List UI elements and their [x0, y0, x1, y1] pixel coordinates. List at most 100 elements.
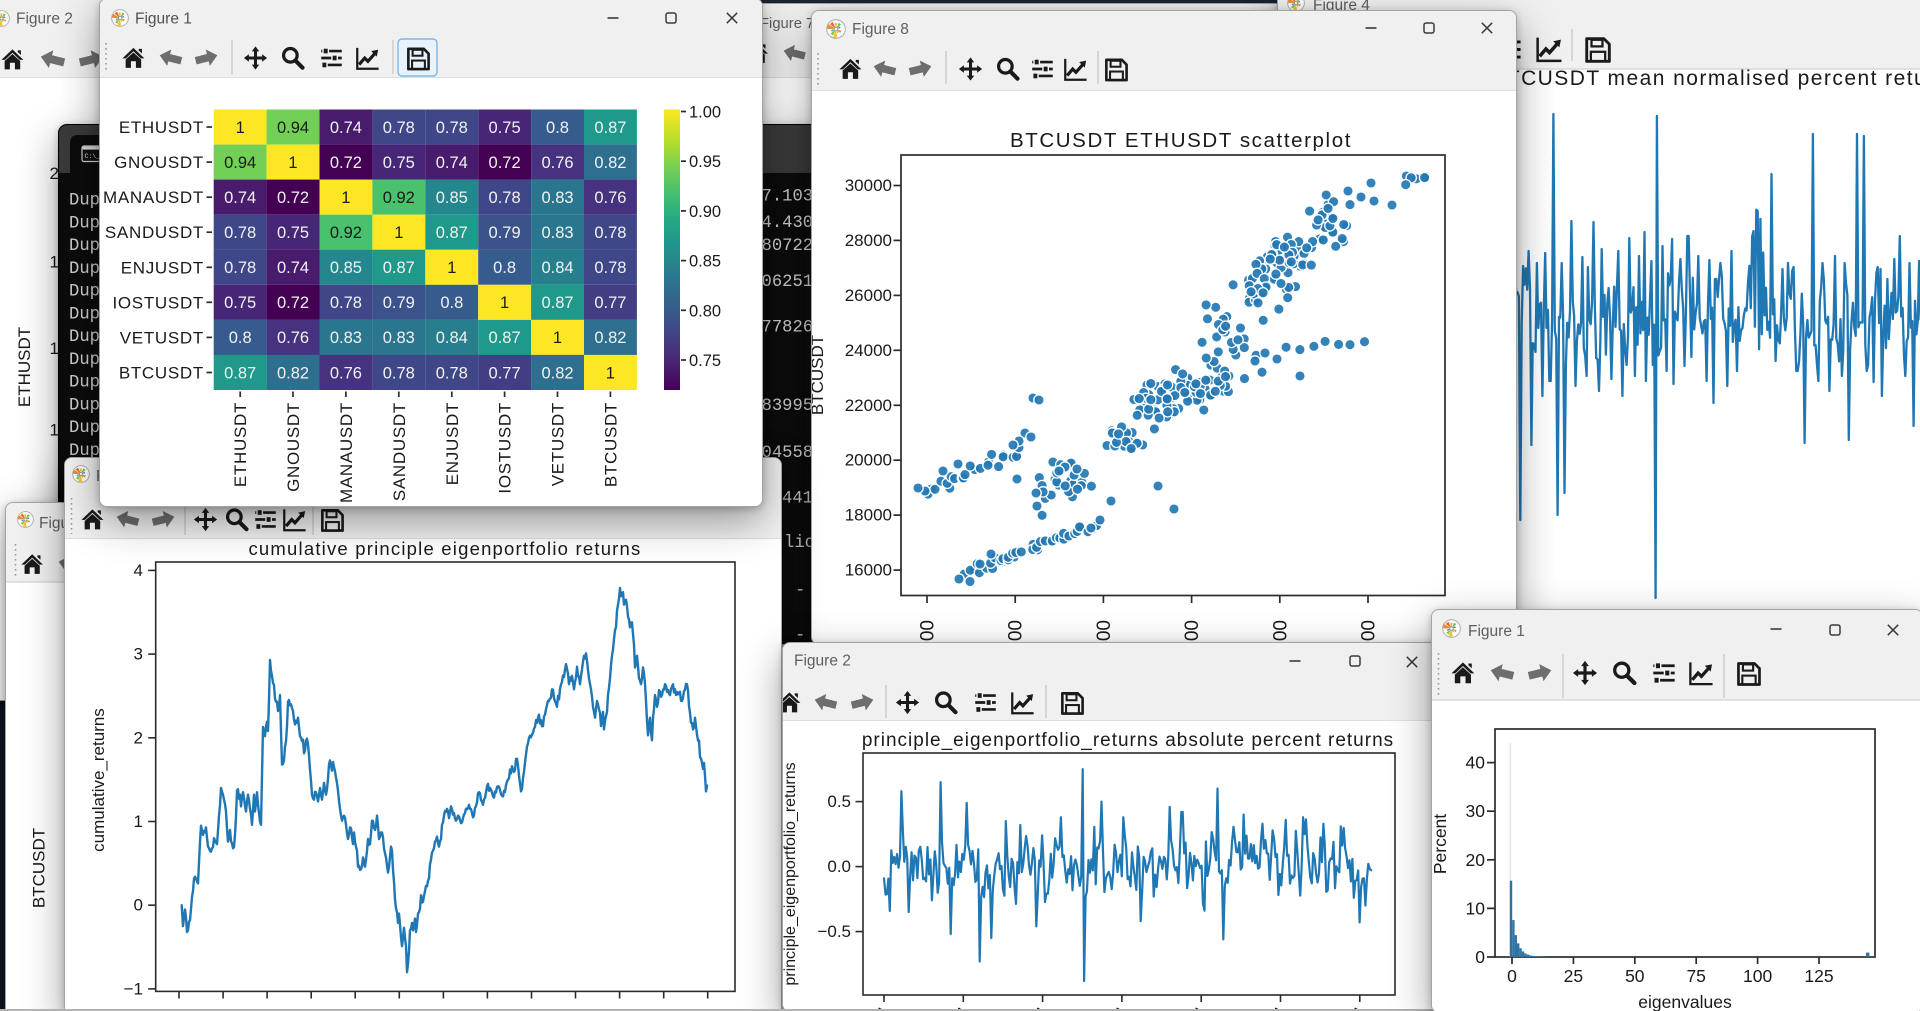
svg-text:Figure 7: Figure 7	[760, 16, 814, 32]
svg-text:2: 2	[134, 728, 143, 747]
svg-text:BTCUSDT mean normalised percen: BTCUSDT mean normalised percent returns	[1491, 67, 1920, 90]
svg-text:1000: 1000	[918, 620, 939, 645]
svg-text:0.82: 0.82	[594, 154, 626, 172]
svg-text:0.76: 0.76	[277, 329, 309, 347]
svg-text:1: 1	[288, 154, 297, 172]
svg-text:1: 1	[394, 224, 403, 242]
svg-text:VETUSDT: VETUSDT	[120, 328, 204, 347]
svg-text:0.72: 0.72	[489, 154, 521, 172]
svg-text:1: 1	[236, 119, 245, 137]
svg-text:0.75: 0.75	[277, 224, 309, 242]
svg-text:0.8: 0.8	[493, 259, 516, 277]
svg-text:0.92: 0.92	[330, 224, 362, 242]
svg-text:0.87: 0.87	[224, 364, 256, 382]
svg-text:0.5: 0.5	[827, 792, 851, 811]
svg-text:GNOUSDT: GNOUSDT	[284, 402, 303, 492]
svg-text:0.94: 0.94	[277, 119, 309, 137]
svg-text:1200: 1200	[1006, 620, 1027, 645]
svg-text:06251: 06251	[762, 273, 814, 292]
svg-text:0.74: 0.74	[277, 259, 309, 277]
svg-text:cumulative principle eigenport: cumulative principle eigenportfolio retu…	[248, 538, 641, 559]
svg-text:1.00: 1.00	[689, 104, 721, 122]
svg-text:83995: 83995	[762, 397, 814, 416]
svg-text:0.8: 0.8	[229, 329, 252, 347]
svg-text:22000: 22000	[845, 396, 892, 415]
svg-text:0.77: 0.77	[489, 364, 521, 382]
svg-text:Figure 1: Figure 1	[135, 11, 192, 28]
svg-text:0.84: 0.84	[436, 329, 468, 347]
svg-text:1: 1	[447, 259, 456, 277]
svg-text:ENJUSDT: ENJUSDT	[443, 402, 462, 485]
svg-text:MANAUSDT: MANAUSDT	[337, 402, 356, 503]
svg-text:0.82: 0.82	[594, 329, 626, 347]
svg-text:Figure 1: Figure 1	[1468, 623, 1525, 640]
svg-text:0.77: 0.77	[594, 294, 626, 312]
svg-text:1: 1	[50, 339, 59, 358]
svg-text:2: 2	[50, 164, 59, 183]
svg-text:0.87: 0.87	[541, 294, 573, 312]
svg-text:0.78: 0.78	[383, 119, 415, 137]
svg-text:ETHUSDT: ETHUSDT	[15, 327, 34, 407]
svg-text:0.87: 0.87	[383, 259, 415, 277]
svg-text:0.82: 0.82	[277, 364, 309, 382]
svg-text:0.78: 0.78	[436, 364, 468, 382]
svg-text:1: 1	[134, 812, 143, 831]
svg-text:VETUSDT: VETUSDT	[549, 402, 568, 486]
svg-text:C:\_: C:\_	[85, 153, 101, 160]
svg-text:Figure 2: Figure 2	[16, 11, 73, 28]
svg-text:441: 441	[782, 490, 813, 509]
svg-text:0.79: 0.79	[383, 294, 415, 312]
svg-text:0.92: 0.92	[383, 189, 415, 207]
svg-text:0.79: 0.79	[489, 224, 521, 242]
svg-text:0.94: 0.94	[224, 154, 256, 172]
svg-text:0.83: 0.83	[330, 329, 362, 347]
svg-text:18000: 18000	[845, 506, 892, 525]
svg-text:0.85: 0.85	[436, 189, 468, 207]
svg-text:0: 0	[1475, 947, 1485, 967]
svg-text:100: 100	[1743, 966, 1772, 986]
svg-text:1: 1	[341, 189, 350, 207]
svg-text:MANAUSDT: MANAUSDT	[103, 188, 204, 207]
svg-text:0.87: 0.87	[594, 119, 626, 137]
svg-text:principle_eigenportfolio_retur: principle_eigenportfolio_returns absolut…	[862, 730, 1394, 751]
svg-text:0.72: 0.72	[277, 189, 309, 207]
svg-text:−0.5: −0.5	[817, 922, 851, 941]
svg-text:30: 30	[1466, 801, 1486, 821]
svg-text:ETHUSDT: ETHUSDT	[119, 118, 204, 137]
svg-text:16000: 16000	[845, 561, 892, 580]
svg-text:Figure 8: Figure 8	[852, 21, 909, 38]
svg-text:Figure 2: Figure 2	[794, 653, 851, 670]
svg-text:0.78: 0.78	[436, 119, 468, 137]
svg-text:3: 3	[134, 645, 143, 664]
svg-text:0.95: 0.95	[689, 153, 721, 171]
svg-text:26000: 26000	[845, 286, 892, 305]
svg-text:IOSTUSDT: IOSTUSDT	[496, 402, 515, 494]
svg-text:75: 75	[1686, 966, 1705, 986]
svg-text:4: 4	[134, 561, 143, 580]
svg-text:1: 1	[553, 329, 562, 347]
svg-text:28000: 28000	[845, 231, 892, 250]
svg-text:0.78: 0.78	[330, 294, 362, 312]
svg-text:BTCUSDT: BTCUSDT	[30, 828, 49, 908]
svg-text:1: 1	[50, 421, 59, 440]
svg-text:0.90: 0.90	[689, 203, 721, 221]
svg-text:1: 1	[50, 253, 59, 272]
svg-text:4.430: 4.430	[762, 214, 814, 233]
svg-text:0.78: 0.78	[594, 224, 626, 242]
svg-text:-: -	[795, 582, 805, 601]
svg-text:IOSTUSDT: IOSTUSDT	[112, 293, 204, 312]
svg-text:24000: 24000	[845, 341, 892, 360]
svg-text:0.80: 0.80	[689, 302, 721, 320]
svg-text:0.0: 0.0	[827, 857, 851, 876]
svg-text:0.75: 0.75	[689, 352, 721, 370]
svg-text:0.83: 0.83	[541, 224, 573, 242]
svg-text:0.8: 0.8	[440, 294, 463, 312]
svg-text:0.72: 0.72	[277, 294, 309, 312]
svg-text:0.74: 0.74	[330, 119, 362, 137]
svg-text:0.78: 0.78	[224, 259, 256, 277]
svg-text:eigenvalues: eigenvalues	[1638, 992, 1732, 1011]
svg-text:0.87: 0.87	[489, 329, 521, 347]
svg-text:20000: 20000	[845, 451, 892, 470]
svg-text:80722: 80722	[762, 237, 814, 256]
svg-text:0.78: 0.78	[489, 189, 521, 207]
